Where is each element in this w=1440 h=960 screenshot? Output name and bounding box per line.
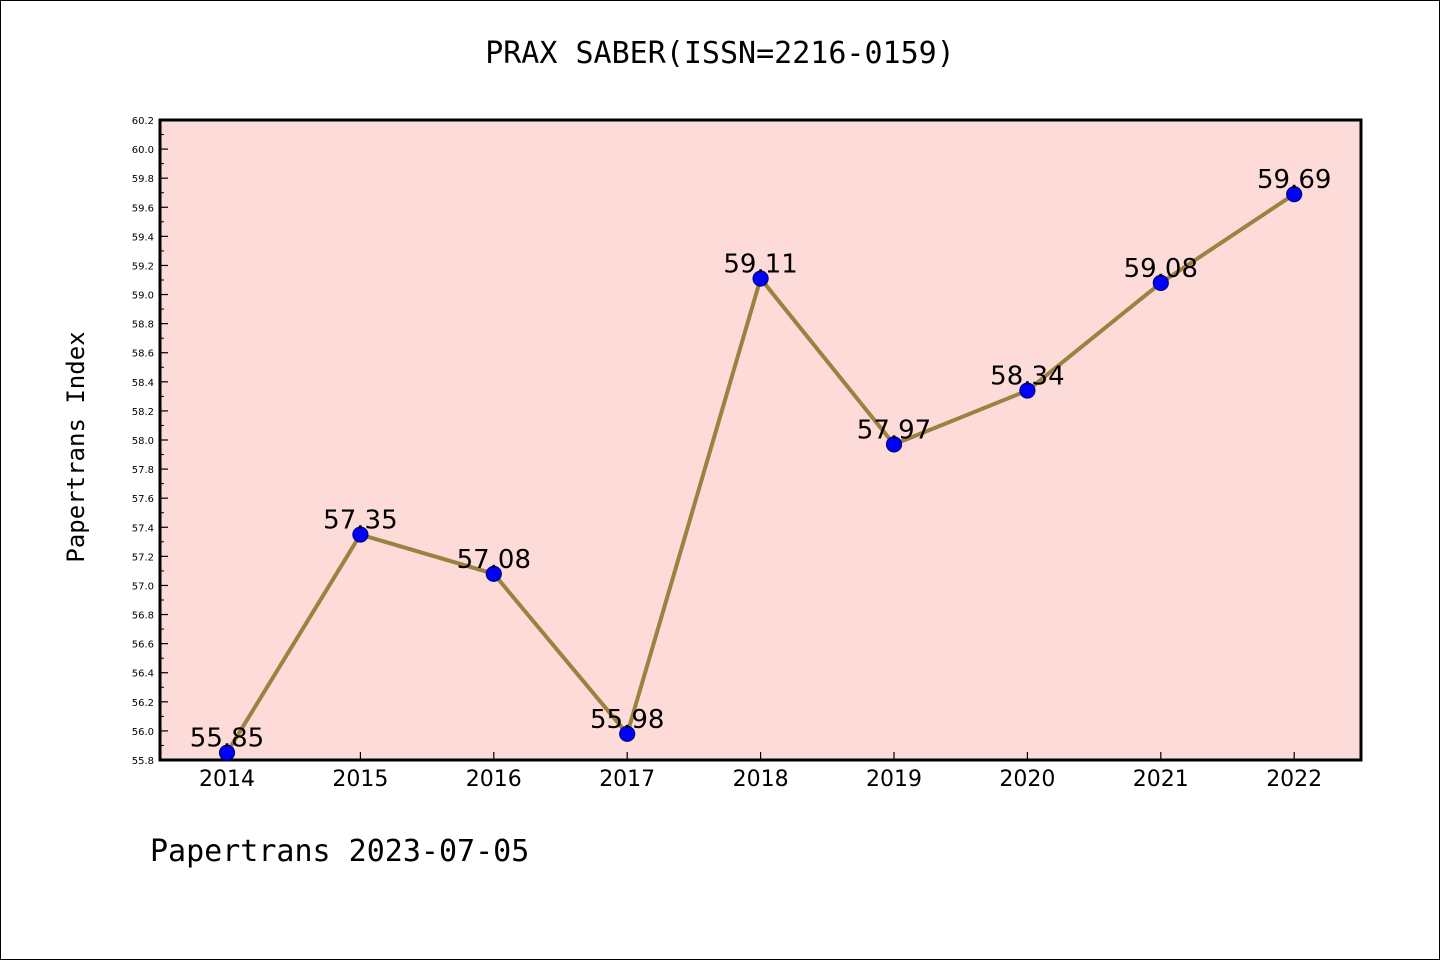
data-label: 55.98 bbox=[590, 705, 664, 735]
y-tick-label: 58.6 bbox=[132, 349, 154, 360]
y-tick-label: 59.0 bbox=[132, 291, 154, 302]
y-tick-label: 60.0 bbox=[132, 145, 154, 156]
y-tick-label: 57.8 bbox=[132, 465, 154, 476]
data-labels: 55.85 57.35 57.08 55.98 59.11 57.97 58.34 59.08… bbox=[190, 165, 1332, 754]
y-tick-label: 57.0 bbox=[132, 581, 154, 592]
y-tick-label: 59.4 bbox=[132, 232, 154, 243]
y-tick-label: 58.8 bbox=[132, 320, 154, 331]
data-label: 59.69 bbox=[1257, 165, 1331, 195]
data-point bbox=[218, 744, 236, 761]
y-tick-label: 56.0 bbox=[132, 727, 154, 738]
y-tick-label: 57.2 bbox=[132, 552, 154, 563]
y-tick-label: 60.2 bbox=[132, 116, 154, 127]
x-tick-label: 2021 bbox=[1133, 767, 1189, 792]
data-label: 57.97 bbox=[857, 415, 931, 445]
data-label: 57.35 bbox=[323, 506, 397, 536]
y-tick-label: 57.6 bbox=[132, 494, 154, 505]
data-point bbox=[619, 725, 636, 742]
y-tick-label: 59.6 bbox=[132, 203, 154, 214]
data-point bbox=[485, 565, 502, 582]
data-label: 59.11 bbox=[723, 250, 797, 280]
data-point bbox=[885, 436, 903, 453]
y-axis-label: Papertrans Index bbox=[62, 331, 90, 562]
y-tick-label: 56.8 bbox=[132, 611, 154, 622]
plot-area bbox=[158, 118, 1363, 762]
y-tick-label: 55.8 bbox=[132, 756, 154, 767]
y-tick-label: 59.2 bbox=[132, 261, 154, 272]
y-tick-label: 56.4 bbox=[132, 669, 154, 680]
data-point bbox=[752, 270, 769, 287]
footer-caption: Papertrans 2023-07-05 bbox=[150, 834, 530, 869]
y-axis: 55.8 56.0 56.2 56.4 56.6 56.8 57.0 57.2 57.4 57.6… bbox=[132, 116, 168, 767]
data-label: 57.08 bbox=[457, 545, 531, 575]
x-tick-label: 2015 bbox=[332, 767, 388, 792]
y-tick-label: 58.4 bbox=[132, 378, 154, 389]
x-tick-label: 2018 bbox=[733, 767, 789, 792]
x-axis: 2014 2015 2016 2017 2018 2019 2020 2021 2022 bbox=[199, 752, 1322, 792]
y-tick-label: 59.8 bbox=[132, 174, 154, 185]
data-point bbox=[1019, 382, 1036, 399]
data-label: 58.34 bbox=[990, 362, 1064, 392]
data-label: 59.08 bbox=[1124, 254, 1198, 284]
data-point bbox=[1152, 274, 1169, 292]
chart-title: PRAX SABER(ISSN=2216-0159) bbox=[485, 36, 955, 71]
x-tick-label: 2020 bbox=[999, 767, 1055, 792]
y-tick-label: 57.4 bbox=[132, 523, 154, 534]
x-tick-label: 2019 bbox=[866, 767, 922, 792]
data-label: 55.85 bbox=[190, 724, 264, 754]
y-tick-label: 56.6 bbox=[132, 640, 154, 651]
y-tick-label: 58.2 bbox=[132, 407, 154, 418]
x-tick-label: 2016 bbox=[466, 767, 522, 792]
y-tick-label: 58.0 bbox=[132, 436, 154, 447]
data-point bbox=[352, 526, 369, 543]
x-tick-label: 2014 bbox=[199, 767, 255, 792]
data-point bbox=[1286, 186, 1303, 203]
data-markers bbox=[218, 186, 1303, 761]
x-tick-label: 2022 bbox=[1266, 767, 1322, 792]
x-tick-label: 2017 bbox=[599, 767, 655, 792]
y-tick-label: 56.2 bbox=[132, 698, 154, 709]
